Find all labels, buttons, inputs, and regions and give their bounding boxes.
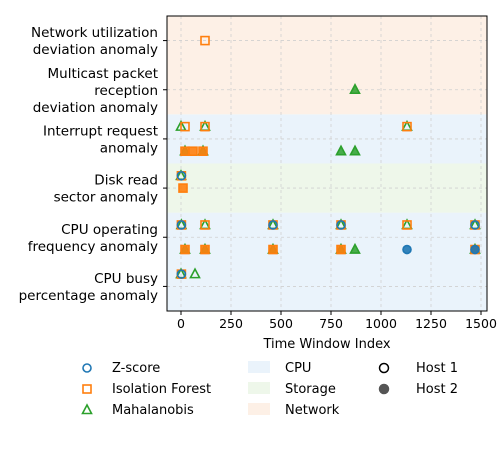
legend-host-label: Host 1 [416, 361, 458, 376]
y-tick-label-line: sector anomaly [54, 190, 158, 206]
y-tick-label-line: Interrupt request [43, 123, 158, 139]
y-tick-label-line: CPU busy [94, 271, 158, 287]
y-tick-label: Network utilization deviation anomaly [31, 25, 158, 58]
x-tick-label: 1500 [465, 316, 497, 331]
point-z-score-host-1 [268, 220, 278, 230]
legend-host-label: Host 2 [416, 382, 458, 397]
point-z-score-host-1 [176, 220, 187, 230]
point-isolation-forest-host-2 [268, 244, 278, 255]
x-tick-label: 500 [269, 316, 293, 331]
legend-circle-icon [82, 363, 92, 373]
x-tick-label: 1250 [415, 316, 447, 331]
legend-category-swatch [248, 361, 270, 373]
point-isolation-forest-host-2 [180, 146, 190, 157]
legend-host-icon [378, 383, 390, 395]
point-mahalanobis-host-2 [349, 242, 361, 254]
point-isolation-forest-host-2 [336, 244, 346, 255]
point-isolation-forest-host-2 [178, 183, 188, 193]
legend-square-icon [82, 384, 92, 394]
legend-triangle-icon [81, 403, 93, 415]
point-mahalanobis-host-2 [349, 144, 361, 156]
point-isolation-forest-host-1 [402, 121, 412, 132]
y-tick-label-line: percentage anomaly [19, 288, 158, 304]
point-isolation-forest-host-1 [200, 35, 210, 46]
legend-category-label: CPU [285, 361, 311, 376]
point-z-score-host-1 [336, 220, 346, 230]
point-z-score-host-2 [402, 244, 412, 255]
point-isolation-forest-host-1 [402, 220, 412, 230]
legend-category-label: Network [285, 403, 340, 418]
legend-method-label: Mahalanobis [112, 403, 194, 418]
legend-category-label: Storage [285, 382, 336, 397]
point-z-score-host-1 [176, 269, 187, 279]
legend-category-swatch [248, 403, 270, 415]
point-mahalanobis-host-2 [349, 83, 361, 95]
point-isolation-forest-host-1 [200, 121, 210, 132]
point-isolation-forest-host-1 [180, 121, 190, 132]
point-z-score-host-2 [470, 244, 480, 255]
legend-method-label: Z-score [112, 361, 160, 376]
y-tick-label: Disk read sector anomaly [54, 173, 158, 206]
x-axis-label: Time Window Index [262, 337, 390, 352]
y-tick-label: Multicast packet reception deviation anoma… [33, 66, 158, 116]
point-mahalanobis-host-1 [189, 267, 201, 279]
y-tick-label-line: anomaly [100, 140, 158, 156]
y-tick-label-line: frequency anomaly [28, 239, 158, 255]
y-tick-label: CPU operating frequency anomaly [28, 222, 158, 255]
point-z-score-host-1 [470, 220, 480, 230]
point-isolation-forest-host-2 [200, 244, 210, 255]
point-isolation-forest-host-2 [198, 146, 208, 157]
x-tick-label: 250 [219, 316, 243, 331]
y-tick-label-line: Network utilization [31, 25, 158, 41]
legend-category-swatch [248, 382, 270, 394]
band-network-3 [167, 16, 487, 115]
legend-method-label: Isolation Forest [112, 382, 211, 397]
y-tick-label: Interrupt request anomaly [43, 123, 158, 156]
x-tick-label: 0 [177, 316, 185, 331]
point-isolation-forest-host-1 [200, 220, 210, 230]
point-mahalanobis-host-2 [335, 144, 347, 156]
y-tick-label-line: Disk read [94, 173, 158, 189]
y-tick-label: CPU busy percentage anomaly [19, 271, 158, 304]
y-tick-label-line: deviation anomaly [33, 100, 158, 116]
y-tick-label-line: reception [94, 83, 158, 99]
legend-host-icon [378, 362, 390, 374]
y-tick-label-line: CPU operating [61, 222, 158, 238]
plot-frame [166, 15, 488, 312]
x-tick-label: 750 [319, 316, 343, 331]
x-tick-label: 1000 [365, 316, 397, 331]
y-tick-label-line: deviation anomaly [33, 42, 158, 58]
band-cpu-0 [167, 212, 487, 311]
point-z-score-host-1 [176, 170, 187, 181]
point-isolation-forest-host-2 [180, 244, 190, 255]
y-tick-label-line: Multicast packet [47, 66, 158, 82]
point-isolation-forest-host-2 [188, 146, 198, 157]
